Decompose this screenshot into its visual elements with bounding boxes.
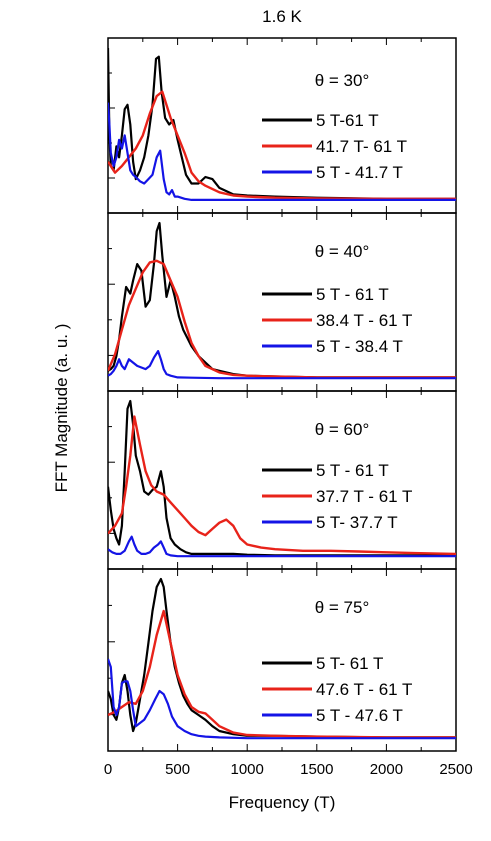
panel-theta-40: θ = 40° 5 T - 61 T 38.4 T - 61 T 5 T - 38.4…: [107, 212, 457, 392]
x-tick-label: 0: [104, 761, 112, 778]
panel-annotation: θ = 40°: [315, 242, 370, 261]
series-line-blue: [108, 102, 456, 201]
x-tick-label: 2000: [370, 761, 403, 778]
legend-label-black: 5 T - 61 T: [316, 285, 389, 304]
panel-theta-75: θ = 75° 5 T- 61 T 47.6 T - 61 T 5 T - 47.6 …: [107, 568, 457, 752]
panels-group: θ = 30°5 T-61 T41.7 T- 61 T5 T - 41.7 Tθ…: [107, 37, 457, 752]
x-tick-label: 500: [165, 761, 190, 778]
legend-label-red: 37.7 T - 61 T: [316, 487, 412, 506]
legend-label-red: 47.6 T - 61 T: [316, 680, 412, 699]
legend-label-blue: 5 T- 37.7 T: [316, 513, 398, 532]
legend-label-blue: 5 T - 47.6 T: [316, 706, 403, 725]
legend-label-red: 38.4 T - 61 T: [316, 311, 412, 330]
series-line-red: [108, 259, 456, 379]
series-line-black: [108, 577, 456, 739]
panel-annotation: θ = 60°: [315, 420, 370, 439]
series-line-blue: [108, 658, 456, 740]
panel-annotation: θ = 30°: [315, 71, 370, 90]
legend-label-red: 41.7 T- 61 T: [316, 137, 407, 156]
series-line-black: [108, 47, 456, 200]
panel-frame: [107, 568, 457, 752]
series-line-red: [108, 609, 456, 739]
x-tick-label: 1000: [231, 761, 264, 778]
series-line-red: [108, 415, 456, 556]
legend-label-blue: 5 T - 41.7 T: [316, 163, 403, 182]
series-line-black: [108, 399, 456, 557]
legend-label-black: 5 T-61 T: [316, 111, 379, 130]
series-line-red: [108, 90, 456, 200]
x-tick-labels: 0 500 1000 1500 2000 2500: [104, 761, 473, 778]
panel-theta-60: θ = 60° 5 T - 61 T 37.7 T - 61 T 5 T- 37.7 …: [107, 390, 457, 570]
x-axis-label: Frequency (T): [229, 793, 336, 812]
legend-label-black: 5 T- 61 T: [316, 654, 383, 673]
legend-label-black: 5 T - 61 T: [316, 461, 389, 480]
series-line-blue: [108, 535, 456, 558]
legend-label-blue: 5 T - 38.4 T: [316, 337, 403, 356]
panel-annotation: θ = 75°: [315, 598, 370, 617]
figure-title: 1.6 K: [262, 7, 302, 26]
x-tick-label: 1500: [300, 761, 333, 778]
panel-theta-30: θ = 30° 5 T-61 T 41.7 T- 61 T 5 T - 41.7 T: [107, 37, 457, 214]
y-axis-label: FFT Magnitude (a. u. ): [52, 324, 71, 493]
series-line-blue: [108, 350, 456, 380]
x-tick-label: 2500: [439, 761, 472, 778]
